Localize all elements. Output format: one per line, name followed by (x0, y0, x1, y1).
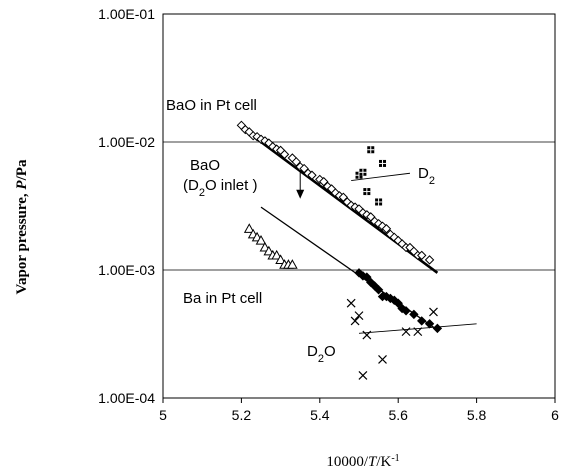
data-point (347, 299, 355, 307)
annotation-bao-d2o-line2: (D2O inlet ) (183, 177, 257, 199)
x-tick-label: 5 (159, 407, 167, 423)
data-point (367, 146, 374, 153)
arrow-head (296, 190, 304, 199)
data-point (426, 256, 434, 264)
fit-lines (241, 127, 476, 333)
annotation-bao-pt-cell: BaO in Pt cell (166, 97, 257, 114)
annotation-d2o: D2O (307, 343, 336, 365)
x-tick-label: 5.6 (388, 407, 408, 423)
data-point (355, 312, 363, 320)
data-point (351, 317, 359, 325)
data-point (433, 324, 441, 332)
y-tick-labels: 1.00E-01 1.00E-02 1.00E-03 1.00E-04 (98, 6, 155, 406)
y-tick-label: 1.00E-02 (98, 134, 155, 150)
y-axis-title: Vapor pressure, P/Pa (14, 159, 30, 294)
data-point (379, 160, 386, 167)
annotation-bao-d2o-line1: BaO (190, 157, 220, 174)
data-point (359, 169, 366, 176)
y-tick-label: 1.00E-04 (98, 390, 155, 406)
data-point (429, 308, 437, 316)
y-tick-label: 1.00E-01 (98, 6, 155, 22)
annotation-ba-pt-cell: Ba in Pt cell (183, 290, 262, 307)
data-point (363, 188, 370, 195)
data-point (402, 328, 410, 336)
data-point (375, 198, 382, 205)
x-tick-label: 6 (551, 407, 559, 423)
x-tick-label: 5.8 (467, 407, 487, 423)
x-tick-label: 5.4 (310, 407, 330, 423)
x-tick-labels: 5 5.2 5.4 5.6 5.8 6 (159, 398, 559, 423)
x-axis-title: 10000/T/K-1 (326, 453, 399, 471)
annotation-d2: D2 (418, 165, 435, 187)
data-point (359, 371, 367, 379)
data-point (379, 355, 387, 363)
data-point (418, 317, 426, 325)
x-tick-label: 5.2 (232, 407, 252, 423)
data-points (237, 121, 441, 379)
y-tick-label: 1.00E-03 (98, 262, 155, 278)
